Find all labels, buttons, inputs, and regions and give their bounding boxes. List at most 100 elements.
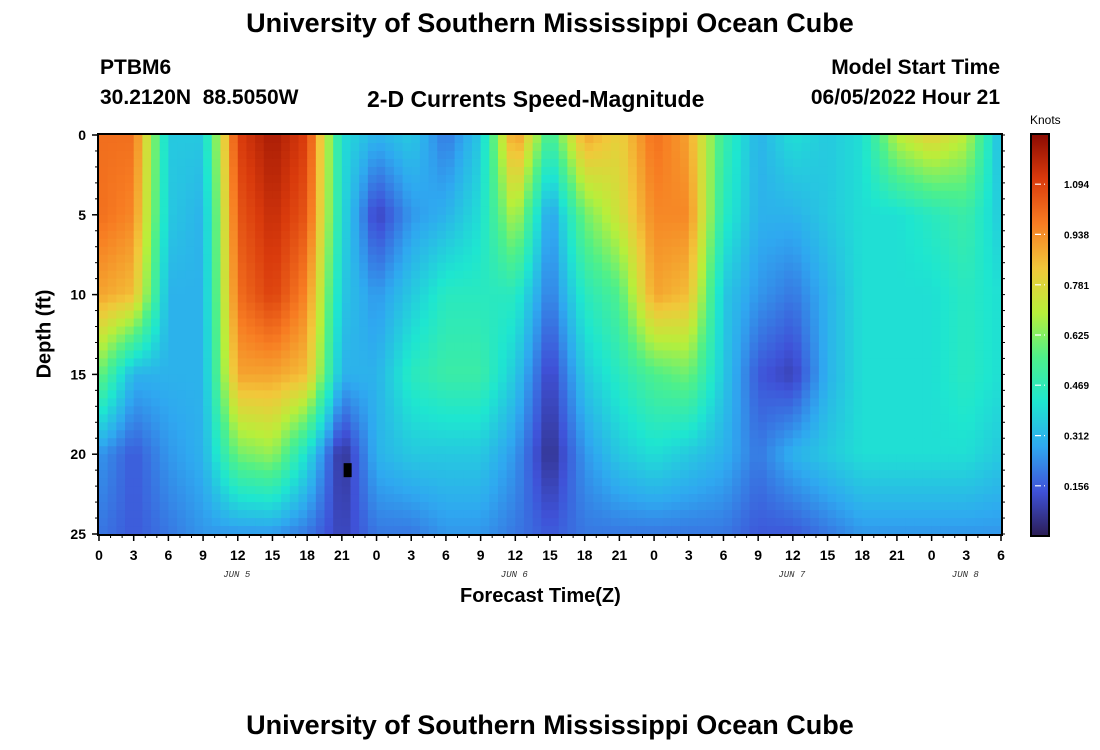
heatmap-cell [411,422,421,431]
heatmap-cell [532,294,542,304]
heatmap-cell [966,350,976,360]
heatmap-cell [766,262,777,272]
heatmap-cell [385,494,395,503]
heatmap-cell [879,502,889,511]
heatmap-cell [914,270,924,280]
heatmap-cell [584,246,594,256]
heatmap-cell [792,278,803,288]
heatmap-cell [359,422,369,431]
heatmap-cell [437,174,447,184]
heatmap-cell [289,286,300,296]
heatmap-cell [662,166,673,176]
heatmap-cell [784,278,794,288]
heatmap-cell [957,334,967,344]
heatmap-cell [697,486,707,495]
heatmap-cell [558,214,568,224]
heatmap-cell [532,350,542,360]
heatmap-cell [133,158,143,168]
heatmap-cell [246,262,256,272]
heatmap-cell [732,382,742,391]
heatmap-cell [341,262,352,272]
heatmap-cell [255,494,265,503]
heatmap-cell [298,150,308,160]
heatmap-cell [888,478,898,487]
heatmap-cell [957,206,967,216]
heatmap-cell [393,214,404,224]
heatmap-cell [940,246,950,256]
heatmap-cell [957,454,967,463]
heatmap-cell [723,270,733,280]
heatmap-cell [914,430,924,439]
heatmap-cell [99,278,109,288]
heatmap-cell [870,190,881,200]
heatmap-cell [862,502,872,511]
heatmap-cell [211,446,222,455]
heatmap-cell [593,150,603,160]
heatmap-cell [541,486,551,495]
heatmap-cell [341,366,352,375]
heatmap-cell [116,350,126,360]
heatmap-cell [497,286,508,296]
heatmap-cell [437,390,447,399]
heatmap-cell [125,230,135,240]
heatmap-cell [862,182,872,192]
heatmap-cell [706,486,716,495]
heatmap-cell [645,206,655,216]
heatmap-cell [185,270,195,280]
heatmap-cell [957,310,967,320]
heatmap-cell [862,190,872,200]
heatmap-cell [506,278,516,288]
heatmap-cell [220,230,230,240]
heatmap-cell [341,302,352,312]
heatmap-cell [203,398,213,407]
heatmap-cell [836,158,846,168]
heatmap-cell [905,350,915,360]
heatmap-cell [914,286,924,296]
heatmap-cell [853,230,863,240]
heatmap-cell [602,190,612,200]
heatmap-cell [376,462,386,471]
heatmap-cell [567,206,577,216]
heatmap-cell [315,318,326,328]
heatmap-cell [697,446,707,455]
colorbar-unit-label: Knots [1030,113,1061,127]
heatmap-cell [740,166,751,176]
heatmap-cell [411,406,421,415]
heatmap-cell [168,414,178,423]
heatmap-cell [931,358,941,368]
heatmap-cell [706,150,716,160]
heatmap-cell [914,238,924,248]
heatmap-cell [931,350,941,360]
heatmap-cell [168,246,178,256]
heatmap-cell [836,334,846,344]
heatmap-cell [775,486,785,495]
heatmap-cell [922,390,933,399]
heatmap-cell [376,135,386,144]
heatmap-cell [723,310,733,320]
heatmap-cell [220,278,230,288]
heatmap-cell [107,238,117,248]
heatmap-cell [523,334,534,344]
heatmap-cell [593,302,603,312]
heatmap-cell [532,206,542,216]
heatmap-cell [966,398,976,407]
heatmap-cell [229,142,239,152]
heatmap-cell [992,166,1002,176]
heatmap-cell [341,414,352,423]
heatmap-cell [593,182,603,192]
heatmap-cell [246,382,256,391]
heatmap-cell [428,246,438,256]
heatmap-cell [784,174,794,184]
heatmap-cell [948,302,959,312]
heatmap-cell [523,142,534,152]
heatmap-cell [948,294,959,304]
heatmap-cell [862,390,872,399]
heatmap-cell [827,406,837,415]
heatmap-cell [558,494,568,503]
heatmap-cell [914,374,924,383]
heatmap-cell [454,510,464,519]
heatmap-cell [185,262,195,272]
heatmap-cell [281,262,291,272]
heatmap-cell [497,238,508,248]
heatmap-cell [133,294,143,304]
